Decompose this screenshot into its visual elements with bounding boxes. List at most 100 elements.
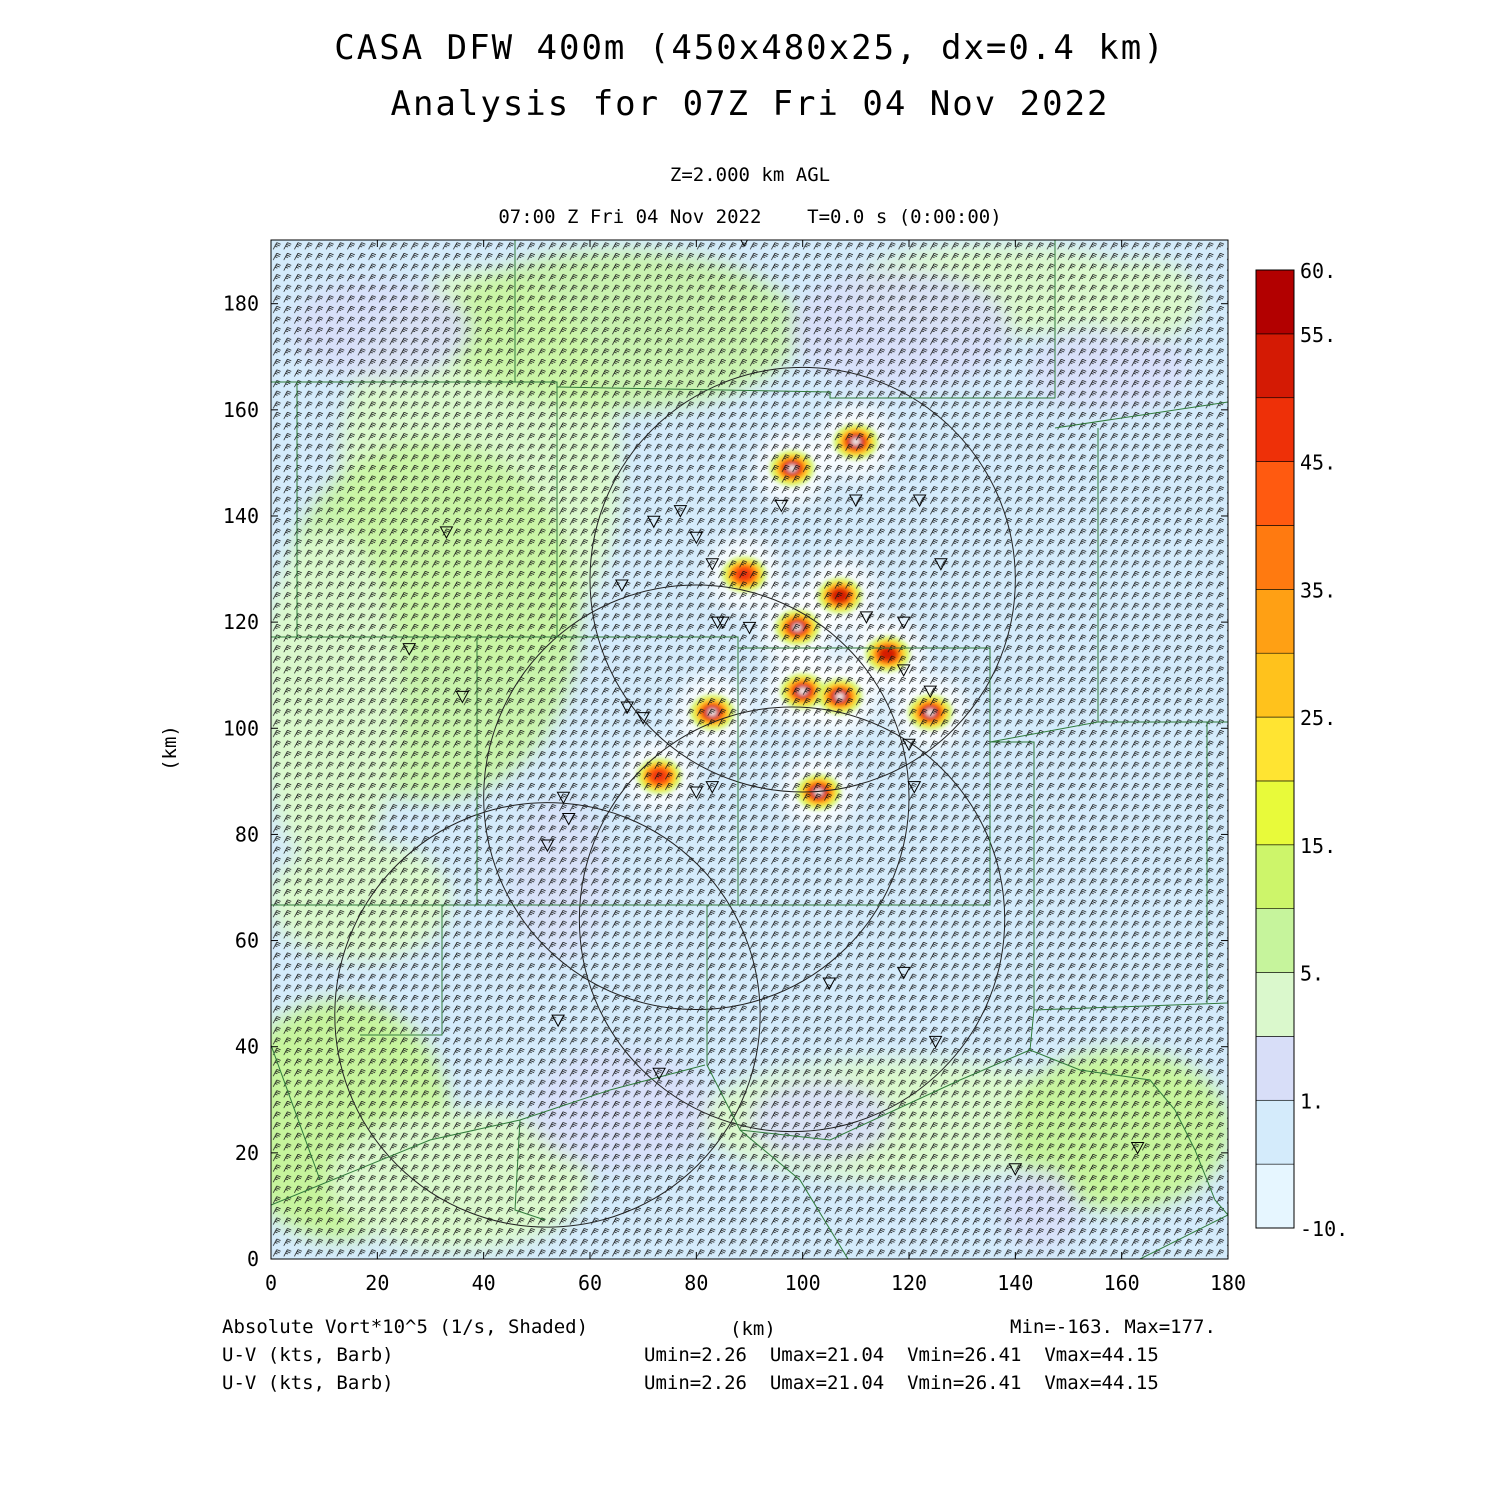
y-tick-label: 120 xyxy=(223,610,259,634)
title-line-2: Analysis for 07Z Fri 04 Nov 2022 xyxy=(390,84,1110,124)
y-axis-label: (km) xyxy=(159,725,181,771)
station-marker xyxy=(620,701,635,715)
colorbar-tick-label: 35. xyxy=(1300,578,1336,602)
x-tick-label: 40 xyxy=(472,1271,496,1295)
station-marker xyxy=(615,579,629,593)
station-marker xyxy=(896,664,911,677)
colorbar-swatch xyxy=(1255,908,1295,973)
station-marker xyxy=(455,690,470,704)
colorbar-swatch xyxy=(1255,1036,1295,1101)
y-tick-label: 140 xyxy=(223,504,259,528)
colorbar-swatch xyxy=(1255,780,1295,846)
colorbar-swatch xyxy=(1255,589,1295,654)
station-marker xyxy=(848,494,863,508)
station-marker xyxy=(934,558,948,571)
colorbar-swatch xyxy=(1255,269,1295,335)
footer-field3: U-V (kts, Barb) xyxy=(222,1372,394,1394)
x-tick-label: 0 xyxy=(265,1271,277,1295)
y-tick-label: 100 xyxy=(223,716,259,740)
colorbar-swatch xyxy=(1255,397,1295,462)
colorbar-tick-label: 5. xyxy=(1300,962,1324,986)
station-marker xyxy=(439,526,454,539)
station-marker xyxy=(646,515,661,529)
station-marker xyxy=(896,966,911,980)
footer-field2: U-V (kts, Barb) xyxy=(222,1344,394,1366)
station-marker xyxy=(540,839,555,853)
y-tick-label: 80 xyxy=(235,822,259,846)
colorbar-swatch xyxy=(1255,1163,1295,1229)
level-label: Z=2.000 km AGL xyxy=(669,164,831,186)
range-ring xyxy=(589,366,1016,793)
colorbar-tick-label: 1. xyxy=(1300,1089,1324,1113)
range-ring xyxy=(578,706,1006,1133)
footer-field1: Absolute Vort*10^5 (1/s, Shaded) xyxy=(222,1316,589,1338)
colorbar-swatch xyxy=(1255,844,1295,909)
x-tick-label: 20 xyxy=(365,1271,389,1295)
y-tick-label: 40 xyxy=(235,1035,259,1059)
station-marker xyxy=(923,685,938,699)
colorbar-frame xyxy=(1255,269,1295,1229)
station-marker xyxy=(902,738,916,752)
station-marker xyxy=(636,712,651,725)
station-marker xyxy=(705,558,720,571)
station-marker xyxy=(1130,1142,1145,1155)
colorbar-swatch xyxy=(1255,525,1295,590)
title-line-1: CASA DFW 400m (450x480x25, dx=0.4 km) xyxy=(334,28,1166,68)
footer-xunit: (km) xyxy=(730,1318,776,1340)
range-ring xyxy=(483,584,910,1011)
x-tick-label: 100 xyxy=(785,1271,821,1295)
station-marker xyxy=(928,1035,943,1049)
station-marker xyxy=(774,499,789,513)
colorbar-swatch xyxy=(1255,1099,1295,1165)
y-tick-label: 0 xyxy=(247,1247,259,1271)
station-marker xyxy=(673,505,688,518)
station-marker xyxy=(402,643,417,656)
station-marker xyxy=(551,1014,565,1028)
x-tick-label: 60 xyxy=(578,1271,602,1295)
x-tick-label: 80 xyxy=(684,1271,708,1295)
colorbar: 60. 55. 45. 35. 25. 15. 5. 1. -10. xyxy=(1255,259,1348,1241)
station-marker xyxy=(556,791,571,805)
station-marker xyxy=(561,812,576,826)
x-tick-label: 140 xyxy=(997,1271,1033,1295)
county-boundaries xyxy=(271,240,1228,1259)
station-marker xyxy=(652,1067,666,1081)
x-tick-label: 160 xyxy=(1104,1271,1140,1295)
colorbar-tick-label: 55. xyxy=(1300,323,1336,347)
colorbar-tick-label: 25. xyxy=(1300,706,1336,730)
station-marker xyxy=(716,616,730,630)
colorbar-swatch xyxy=(1255,652,1295,718)
footer-minmax: Min=-163. Max=177. xyxy=(1010,1316,1216,1338)
colorbar-tick-label: -10. xyxy=(1300,1217,1348,1241)
station-marker xyxy=(689,531,704,545)
station-marker xyxy=(705,781,720,794)
station-marker xyxy=(742,621,757,635)
colorbar-tick-label: 15. xyxy=(1300,834,1336,858)
x-tick-label: 120 xyxy=(891,1271,927,1295)
plot-frame xyxy=(270,239,1229,1260)
radar-range-rings xyxy=(334,366,1016,1228)
station-marker xyxy=(912,494,927,508)
colorbar-swatch xyxy=(1255,461,1295,526)
station-marker xyxy=(896,616,911,630)
colorbar-swatch xyxy=(1255,333,1295,399)
y-tick-label: 20 xyxy=(235,1141,259,1165)
station-marker xyxy=(907,781,922,794)
y-tick-label: 60 xyxy=(235,929,259,953)
vorticity-shading xyxy=(271,240,1228,1259)
colorbar-swatch xyxy=(1255,972,1295,1037)
station-markers xyxy=(402,240,1145,1176)
y-tick-label: 180 xyxy=(223,292,259,316)
x-axis: 0 20 40 60 80 100 120 140 160 180 xyxy=(265,240,1246,1295)
station-marker xyxy=(1008,1163,1023,1176)
station-marker xyxy=(822,977,837,991)
y-tick-label: 160 xyxy=(223,398,259,422)
station-marker xyxy=(689,786,704,800)
footer-stats3: Umin=2.26 Umax=21.04 Vmin=26.41 Vmax=44.… xyxy=(644,1372,1159,1394)
range-ring xyxy=(334,802,761,1228)
station-marker xyxy=(859,611,874,624)
colorbar-tick-label: 60. xyxy=(1300,259,1336,283)
x-tick-label: 180 xyxy=(1210,1271,1246,1295)
time-label: 07:00 Z Fri 04 Nov 2022 T=0.0 s (0:00:00… xyxy=(498,206,1002,228)
